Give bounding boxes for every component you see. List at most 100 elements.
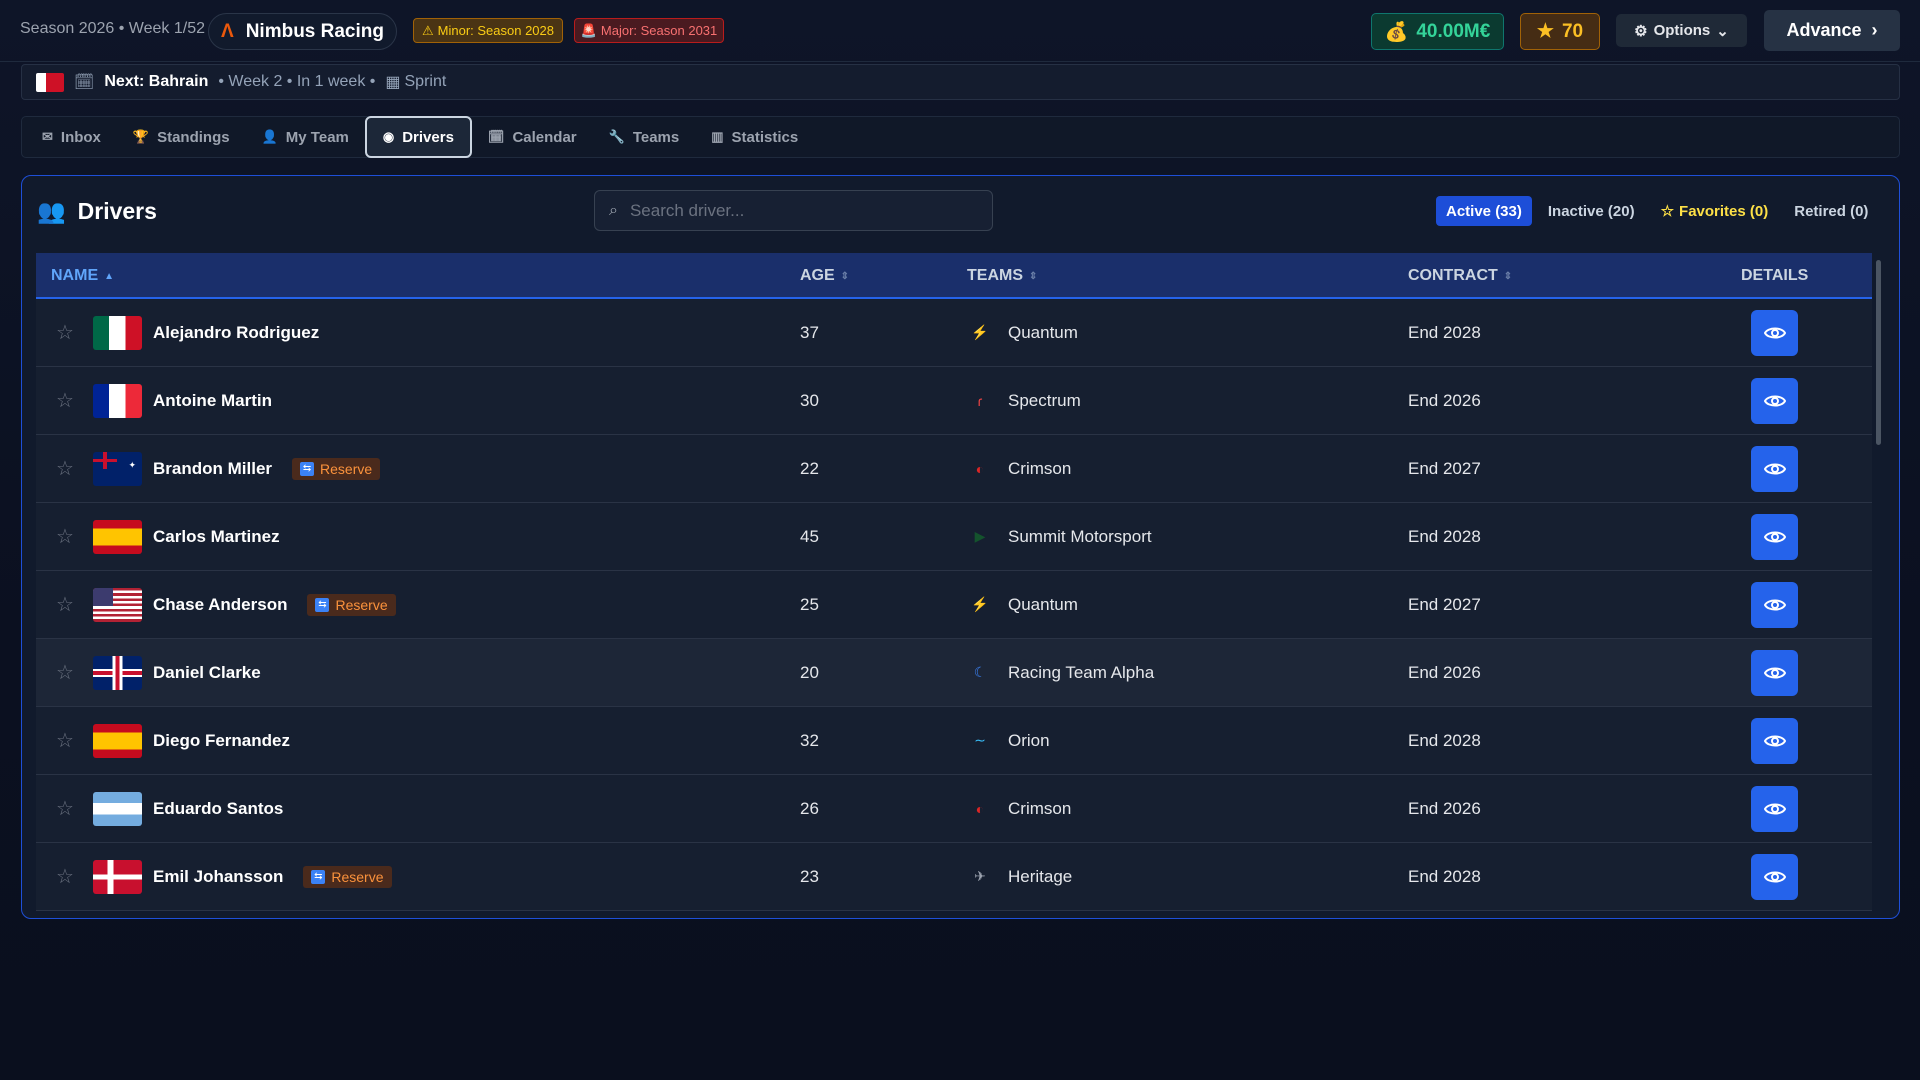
- favorite-star-icon[interactable]: ☆: [56, 730, 74, 752]
- favorite-star-icon[interactable]: ☆: [56, 594, 74, 616]
- favorite-star-icon[interactable]: ☆: [56, 526, 74, 548]
- reserve-icon: ⇆: [311, 869, 326, 884]
- driver-contract: End 2027: [1408, 458, 1481, 478]
- view-details-button[interactable]: [1751, 514, 1798, 560]
- column-contract[interactable]: CONTRACT ⇕: [1408, 267, 1512, 285]
- tab-my-team[interactable]: 👤 My Team: [246, 116, 365, 158]
- gear-icon: ⚙: [1634, 22, 1648, 40]
- driver-name-cell[interactable]: Chase Anderson ⇆ Reserve: [153, 571, 396, 638]
- team-name: Crimson: [1008, 798, 1072, 818]
- tab-teams[interactable]: 🔧 Teams: [593, 116, 696, 158]
- table-row[interactable]: ☆ Chase Anderson ⇆ Reserve 25 ⚡ Quantum End…: [36, 571, 1872, 639]
- users-icon: 👤: [261, 129, 278, 144]
- table-row[interactable]: ☆ Daniel Clarke 20 ☾ Racing Team Alpha En…: [36, 639, 1872, 707]
- view-details-button[interactable]: [1751, 786, 1798, 832]
- table-scrollbar[interactable]: [1876, 260, 1881, 445]
- view-details-button[interactable]: [1751, 650, 1798, 696]
- tab-inbox[interactable]: ✉ Inbox: [26, 116, 117, 158]
- tab-label: Teams: [632, 128, 680, 146]
- bar-chart-icon: ▥: [711, 129, 724, 144]
- table-row[interactable]: ☆ Emil Johansson ⇆ Reserve 23 ✈ Heritage En…: [36, 843, 1872, 911]
- eye-icon: [1763, 599, 1786, 611]
- driver-name-cell[interactable]: Antoine Martin: [153, 367, 272, 434]
- major-label: Major: Season 2031: [600, 23, 718, 38]
- table-row[interactable]: ☆ Antoine Martin 30 ɾ Spectrum End 2026: [36, 367, 1872, 435]
- table-row[interactable]: ☆ Diego Fernandez 32 ∼ Orion End 2028: [36, 707, 1872, 775]
- column-name[interactable]: NAME ▲: [51, 267, 114, 285]
- tab-statistics[interactable]: ▥ Statistics: [695, 116, 814, 158]
- driver-team: ∼ Orion: [970, 707, 1049, 774]
- driver-age: 23: [800, 866, 819, 886]
- drivers-table-body: ☆ Alejandro Rodriguez 37 ⚡ Quantum End 20…: [36, 299, 1872, 911]
- driver-name: Brandon Miller: [153, 458, 273, 478]
- driver-name: Diego Fernandez: [153, 730, 290, 750]
- driver-age: 32: [800, 730, 819, 750]
- reserve-badge: ⇆ Reserve: [292, 457, 381, 480]
- table-header: NAME ▲ AGE ⇕ TEAMS ⇕ CONTRACT ⇕ DETAILS: [36, 253, 1872, 299]
- favorite-star-icon[interactable]: ☆: [56, 798, 74, 820]
- driver-name-cell[interactable]: Eduardo Santos: [153, 775, 283, 842]
- driver-name-cell[interactable]: Carlos Martinez: [153, 503, 280, 570]
- filter-active[interactable]: Active (33): [1436, 196, 1532, 226]
- minor-regulation-badge[interactable]: ⚠ Minor: Season 2028: [413, 18, 563, 43]
- favorite-star-icon[interactable]: ☆: [56, 866, 74, 888]
- team-logo-icon: ⚡: [971, 596, 989, 612]
- search-box[interactable]: ⌕: [594, 190, 993, 231]
- view-details-button[interactable]: [1751, 582, 1798, 628]
- driver-name-cell[interactable]: Diego Fernandez: [153, 707, 290, 774]
- column-teams[interactable]: TEAMS ⇕: [967, 267, 1037, 285]
- tab-standings[interactable]: 🏆 Standings: [117, 116, 246, 158]
- options-button[interactable]: ⚙ Options ⌄: [1616, 14, 1747, 47]
- table-row[interactable]: ☆ Carlos Martinez 45 ▶ Summit Motorsport …: [36, 503, 1872, 571]
- filter-inactive[interactable]: Inactive (20): [1547, 202, 1635, 220]
- season-week: Season 2026 • Week 1/52: [20, 20, 205, 37]
- main-tabs: ✉ Inbox 🏆 Standings 👤 My Team ◉ Drivers 🗓 Calenda…: [21, 116, 1900, 158]
- favorite-star-icon[interactable]: ☆: [56, 322, 74, 344]
- view-details-button[interactable]: [1751, 378, 1798, 424]
- filter-retired[interactable]: Retired (0): [1794, 202, 1869, 220]
- column-label: TEAMS: [967, 267, 1023, 284]
- view-details-button[interactable]: [1751, 854, 1798, 900]
- tab-calendar[interactable]: 🗓 Calendar: [472, 116, 593, 158]
- table-row[interactable]: ☆ Alejandro Rodriguez 37 ⚡ Quantum End 20…: [36, 299, 1872, 367]
- bahrain-flag-icon: [36, 72, 64, 92]
- driver-name-cell[interactable]: Brandon Miller ⇆ Reserve: [153, 435, 381, 502]
- team-selector[interactable]: Ʌ Nimbus Racing: [208, 13, 397, 50]
- favorite-star-icon[interactable]: ☆: [56, 662, 74, 684]
- driver-age: 25: [800, 594, 819, 614]
- driver-team: ɾ Spectrum: [970, 367, 1081, 434]
- driver-name-cell[interactable]: Alejandro Rodriguez: [153, 299, 319, 366]
- tab-drivers[interactable]: ◉ Drivers: [364, 116, 472, 158]
- team-logo-icon: ⚡: [971, 324, 989, 340]
- favorites-label: Favorites (0): [1679, 202, 1769, 220]
- favorite-star-icon[interactable]: ☆: [56, 458, 74, 480]
- table-row[interactable]: ☆ ✦ Brandon Miller ⇆ Reserve 22 ◐ Crimson E…: [36, 435, 1872, 503]
- view-details-button[interactable]: [1751, 310, 1798, 356]
- flag-gb-icon: [93, 656, 142, 690]
- star-outline-icon: ☆: [1660, 203, 1675, 220]
- driver-age: 22: [800, 458, 819, 478]
- users-icon: 👥: [37, 198, 66, 224]
- view-details-button[interactable]: [1751, 446, 1798, 492]
- column-age[interactable]: AGE ⇕: [800, 267, 849, 285]
- favorite-star-icon[interactable]: ☆: [56, 390, 74, 412]
- search-input[interactable]: [629, 200, 960, 221]
- driver-name-cell[interactable]: Daniel Clarke: [153, 639, 261, 706]
- siren-icon: 🚨: [580, 22, 597, 38]
- team-logo-icon: ◐: [975, 460, 985, 477]
- eye-icon: [1763, 395, 1786, 407]
- filter-favorites[interactable]: ☆ Favorites (0): [1651, 196, 1779, 226]
- team-logo-icon: ɾ: [977, 392, 983, 409]
- wrench-icon: 🔧: [608, 129, 625, 144]
- reserve-label: Reserve: [320, 460, 373, 477]
- flag-us-icon: [93, 588, 142, 622]
- view-details-button[interactable]: [1751, 718, 1798, 764]
- driver-contract: End 2028: [1408, 322, 1481, 342]
- tab-label: Drivers: [402, 128, 454, 146]
- team-logo-icon: ☾: [973, 664, 987, 680]
- advance-button[interactable]: Advance ›: [1764, 10, 1900, 51]
- major-regulation-badge[interactable]: 🚨 Major: Season 2031: [574, 18, 724, 43]
- driver-team: ☾ Racing Team Alpha: [970, 639, 1154, 706]
- table-row[interactable]: ☆ Eduardo Santos 26 ◐ Crimson End 2026: [36, 775, 1872, 843]
- driver-name-cell[interactable]: Emil Johansson ⇆ Reserve: [153, 843, 392, 910]
